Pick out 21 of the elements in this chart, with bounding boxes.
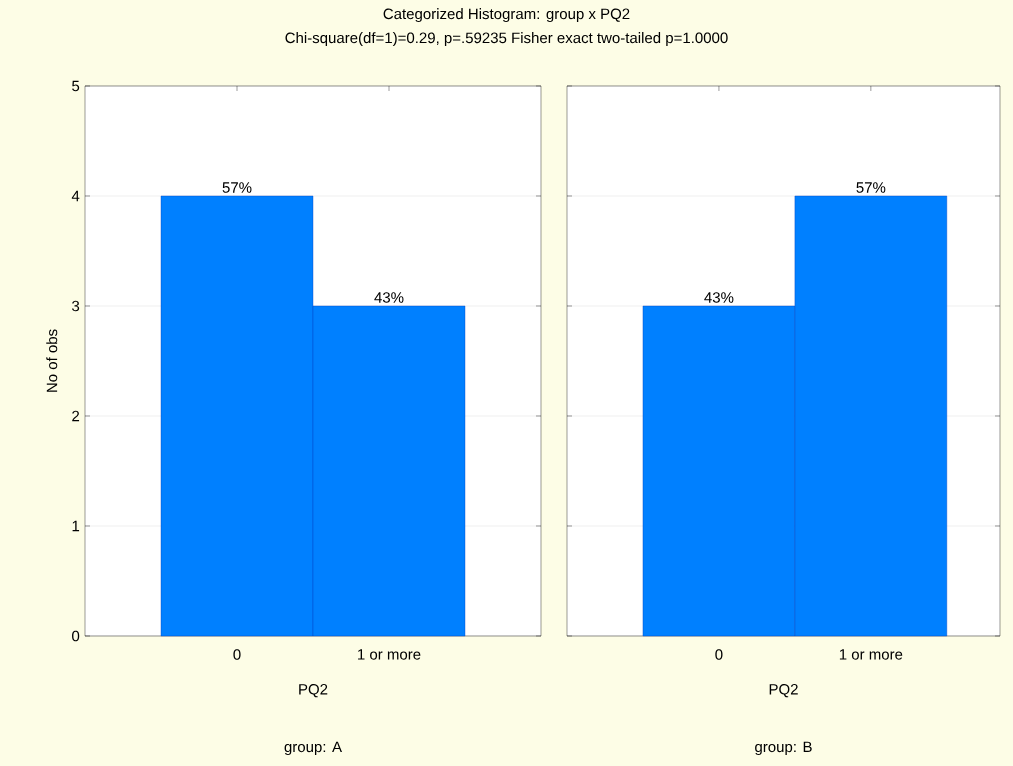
y-tick-label: 1 xyxy=(72,520,80,532)
text: group: A xyxy=(284,741,343,756)
x-tick-label: 1 or more xyxy=(839,649,903,660)
chart-title: Categorized Histogram: group x PQ2 xyxy=(383,8,630,23)
x-tick-label: 0 xyxy=(233,649,241,660)
x-axis-title: PQ2 xyxy=(769,684,798,698)
y-tick-label: 0 xyxy=(72,630,80,642)
annotation: 57% xyxy=(856,182,886,193)
y-tick-label: 5 xyxy=(72,80,80,92)
x-tick-label: 1 or more xyxy=(358,649,421,660)
annotation: 43% xyxy=(704,292,734,303)
chart-subtitle: Chi-square(df=1)=0.29, p=.59235 Fisher exact two-tailed p=1.0000 xyxy=(285,32,728,47)
annotation: 43% xyxy=(374,292,404,303)
y-tick-label: 3 xyxy=(72,300,80,312)
y-tick-label: 2 xyxy=(72,410,80,422)
x-axis-title: PQ2 xyxy=(299,684,328,698)
y-tick-label: 4 xyxy=(71,190,80,202)
text: group: B xyxy=(755,741,812,756)
x-tick-label: 0 xyxy=(715,649,723,660)
annotation: 57% xyxy=(222,182,252,193)
y-axis-title: No of obs xyxy=(46,329,58,392)
